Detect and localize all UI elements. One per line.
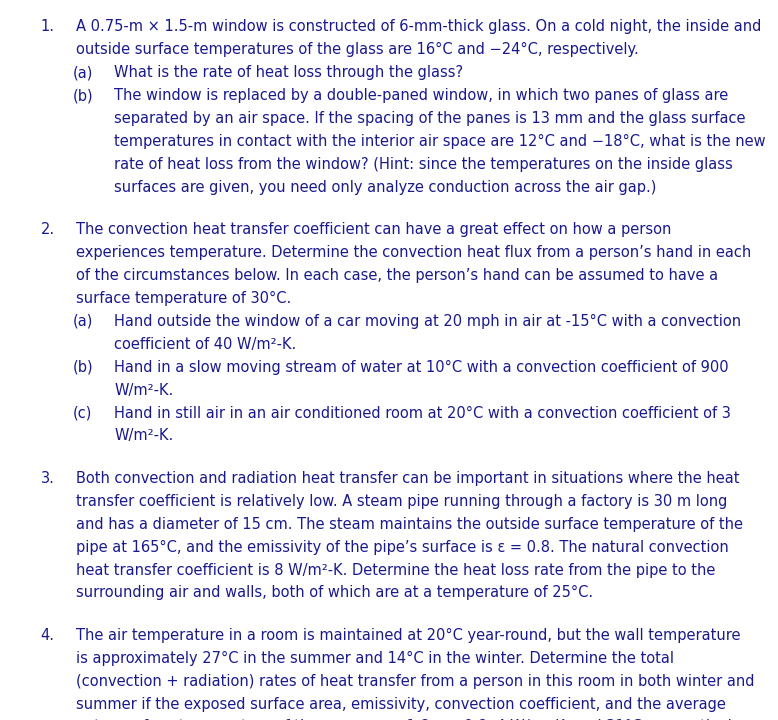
Text: pipe at 165°C, and the emissivity of the pipe’s surface is ε = 0.8. The natural : pipe at 165°C, and the emissivity of the… [76,539,729,554]
Text: and has a diameter of 15 cm. The steam maintains the outside surface temperature: and has a diameter of 15 cm. The steam m… [76,517,743,531]
Text: 4.: 4. [40,628,54,643]
Text: The window is replaced by a double-paned window, in which two panes of glass are: The window is replaced by a double-paned… [114,88,729,103]
Text: (convection + radiation) rates of heat transfer from a person in this room in bo: (convection + radiation) rates of heat t… [76,674,755,688]
Text: summer if the exposed surface area, emissivity, convection coefficient, and the : summer if the exposed surface area, emis… [76,696,726,711]
Text: separated by an air space. If the spacing of the panes is 13 mm and the glass su: separated by an air space. If the spacin… [114,111,746,126]
Text: A 0.75-m × 1.5-m window is constructed of 6-mm-thick glass. On a cold night, the: A 0.75-m × 1.5-m window is constructed o… [76,19,762,35]
Text: surfaces are given, you need only analyze conduction across the air gap.): surfaces are given, you need only analyz… [114,180,657,195]
Text: 1.: 1. [40,19,54,35]
Text: (a): (a) [72,314,93,329]
Text: Both convection and radiation heat transfer can be important in situations where: Both convection and radiation heat trans… [76,471,740,486]
Text: (a): (a) [72,66,93,80]
Text: Hand in a slow moving stream of water at 10°C with a convection coefficient of 9: Hand in a slow moving stream of water at… [114,360,729,374]
Text: outside surface temperatures of the glass are 16°C and −24°C, respectively.: outside surface temperatures of the glas… [76,42,639,58]
Text: of the circumstances below. In each case, the person’s hand can be assumed to ha: of the circumstances below. In each case… [76,268,718,283]
Text: Hand in still air in an air conditioned room at 20°C with a convection coefficie: Hand in still air in an air conditioned … [114,405,731,420]
Text: heat transfer coefficient is 8 W/m²-K. Determine the heat loss rate from the pip: heat transfer coefficient is 8 W/m²-K. D… [76,562,716,577]
Text: The convection heat transfer coefficient can have a great effect on how a person: The convection heat transfer coefficient… [76,222,671,237]
Text: rate of heat loss from the window? (Hint: since the temperatures on the inside g: rate of heat loss from the window? (Hint… [114,157,733,172]
Text: The air temperature in a room is maintained at 20°C year-round, but the wall tem: The air temperature in a room is maintai… [76,628,741,643]
Text: surface temperature of 30°C.: surface temperature of 30°C. [76,291,292,306]
Text: transfer coefficient is relatively low. A steam pipe running through a factory i: transfer coefficient is relatively low. … [76,494,727,509]
Text: is approximately 27°C in the summer and 14°C in the winter. Determine the total: is approximately 27°C in the summer and … [76,651,675,666]
Text: Hand outside the window of a car moving at 20 mph in air at -15°C with a convect: Hand outside the window of a car moving … [114,314,741,329]
Text: (b): (b) [72,88,93,103]
Text: experiences temperature. Determine the convection heat flux from a person’s hand: experiences temperature. Determine the c… [76,245,752,260]
Text: temperatures in contact with the interior air space are 12°C and −18°C, what is : temperatures in contact with the interio… [114,134,766,149]
Text: W/m²-K.: W/m²-K. [114,382,173,397]
Text: 2.: 2. [40,222,54,237]
Text: surrounding air and walls, both of which are at a temperature of 25°C.: surrounding air and walls, both of which… [76,585,594,600]
Text: coefficient of 40 W/m²-K.: coefficient of 40 W/m²-K. [114,337,296,352]
Text: 3.: 3. [40,471,54,486]
Text: What is the rate of heat loss through the glass?: What is the rate of heat loss through th… [114,66,464,80]
Text: W/m²-K.: W/m²-K. [114,428,173,444]
Text: (b): (b) [72,360,93,374]
Text: (c): (c) [72,405,92,420]
